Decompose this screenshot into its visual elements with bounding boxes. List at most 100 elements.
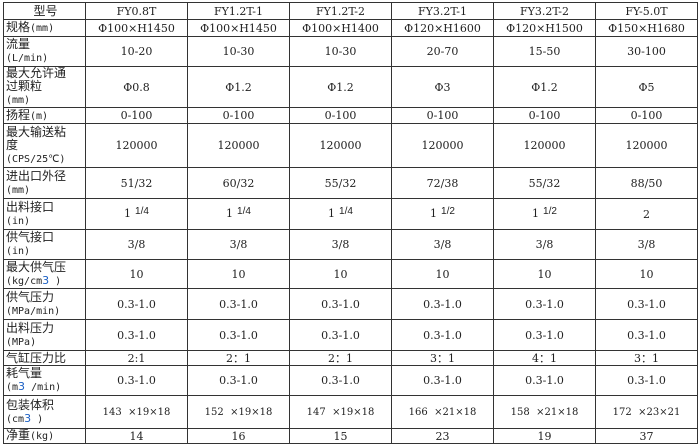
value-text: 60/32 <box>222 176 255 190</box>
value-text: 0.3-1.0 <box>627 328 666 342</box>
value-cell: Φ100×H1400 <box>289 19 392 37</box>
row-label: 出料压力 (MPa) <box>3 319 86 351</box>
value-text: 10 <box>333 267 348 281</box>
table-row: 出料接口 (in) 1 1/4 1 1/4 1 1/4 1 1/2 1 1/2 2 <box>3 198 698 230</box>
value-cell: Φ120×H1600 <box>391 19 494 37</box>
value-fraction: 1/2 <box>441 206 455 217</box>
row-label: 进出口外径 (mm) <box>3 167 86 199</box>
row-unit: (MPa) <box>6 336 37 348</box>
row-unit: (MPa/min) <box>6 305 61 317</box>
value-cell: 0.3-1.0 <box>85 365 188 396</box>
value-cell: 10 <box>187 259 290 289</box>
row-label-text: 供气接口 <box>6 230 55 244</box>
value-text: 0-100 <box>630 109 663 122</box>
value-text: 88/50 <box>630 176 663 190</box>
value-text: 0.3-1.0 <box>219 374 258 387</box>
value-text: 72/38 <box>426 176 459 190</box>
value-fraction: 1/4 <box>135 206 149 217</box>
value-text: Φ5 <box>638 80 655 94</box>
value-text: 0.3-1.0 <box>117 328 156 342</box>
row-label: 供气接口 (in) <box>3 229 86 260</box>
value-text: 20-70 <box>426 45 459 58</box>
value-text: 120000 <box>625 139 668 152</box>
table-row: 耗气量 (m3 /min) 0.3-1.0 0.3-1.0 0.3-1.0 0.3-1.0… <box>3 365 698 396</box>
value-cell: 60/32 <box>187 167 290 199</box>
row-label-text: 进出口外径 <box>6 168 67 183</box>
value-text: 2:1 <box>127 351 146 365</box>
table-row: 净重(kg) 14 16 15 23 19 37 <box>3 428 698 444</box>
value-cell: 0.3-1.0 <box>391 319 494 351</box>
value-whole: 1 <box>430 207 438 220</box>
value-cell: 120000 <box>493 123 596 168</box>
value-text: 10 <box>231 267 246 281</box>
row-label-text: 扬程 <box>6 107 31 122</box>
value-text: 120000 <box>523 139 566 152</box>
row-label: 最大输送粘度 (CPS/25℃) <box>3 123 86 168</box>
value-cell: 120000 <box>595 123 698 168</box>
value-cell: 0.3-1.0 <box>493 288 596 320</box>
value-cell: 0.3-1.0 <box>289 288 392 320</box>
row-label-text: 净重 <box>6 428 31 442</box>
row-unit: (in) <box>6 246 31 257</box>
table-row: 进出口外径 (mm) 51/32 60/32 55/32 72/38 55/32 88/50 <box>3 167 698 199</box>
value-text: 15 <box>333 429 348 443</box>
value-text: 10 <box>435 267 450 281</box>
value-text: Φ120×H1600 <box>404 21 481 35</box>
value-cell: 20-70 <box>391 36 494 67</box>
value-cell: 15-50 <box>493 36 596 67</box>
value-text: 2：1 <box>328 351 353 365</box>
header-row: 型号 FY0.8T FY1.2T-1 FY1.2T-2 FY3.2T-1 FY3.2T-2… <box>3 2 698 20</box>
value-text: 0.3-1.0 <box>219 328 258 342</box>
value-cell: 10 <box>85 259 188 289</box>
value-cell: 0.3-1.0 <box>595 365 698 396</box>
row-unit-end: ) <box>31 413 44 425</box>
value-text: 3/8 <box>535 238 554 251</box>
value-cell: 143 ×19×18 <box>85 395 188 429</box>
value-text: 3/8 <box>331 238 350 251</box>
value-cell: 2 <box>595 198 698 230</box>
row-unit: (in) <box>6 215 31 227</box>
value-cell: 10 <box>493 259 596 289</box>
value-text: 30-100 <box>627 45 666 58</box>
value-cell: 2:1 <box>85 350 188 366</box>
value-text: Φ150×H1680 <box>608 21 685 35</box>
value-text: 120000 <box>217 139 260 152</box>
value-cell: 1 1/4 <box>187 198 290 230</box>
value-text: 55/32 <box>324 176 357 190</box>
value-cell: 23 <box>391 428 494 444</box>
value-cell: 0-100 <box>391 107 494 124</box>
unit-superscript: 3 <box>42 273 50 287</box>
value-text: Φ1.2 <box>225 80 252 94</box>
value-text: 3：1 <box>430 351 455 365</box>
value-cell: 0.3-1.0 <box>595 319 698 351</box>
value-cell: 3：1 <box>595 350 698 366</box>
row-label: 最大供气压 (kg/cm3 ) <box>3 259 86 289</box>
spec-table: 型号 FY0.8T FY1.2T-1 FY1.2T-2 FY3.2T-1 FY3.2T-2… <box>3 2 698 444</box>
model-name: FY1.2T-1 <box>187 2 290 20</box>
value-text: 143 ×19×18 <box>102 407 171 418</box>
value-cell: 10 <box>289 259 392 289</box>
value-cell: Φ100×H1450 <box>85 19 188 37</box>
value-cell: 0.3-1.0 <box>391 288 494 320</box>
value-text: 37 <box>639 429 654 443</box>
value-cell: 158 ×21×18 <box>493 395 596 429</box>
value-cell: 4：1 <box>493 350 596 366</box>
value-text: 120000 <box>319 139 362 152</box>
row-label: 气缸压力比 <box>3 350 86 366</box>
value-text: 120000 <box>421 139 464 152</box>
value-cell: 1 1/4 <box>85 198 188 230</box>
value-cell: 51/32 <box>85 167 188 199</box>
row-label: 流量 (L/min) <box>3 36 86 67</box>
value-text: Φ1.2 <box>327 80 354 94</box>
value-cell: 2：1 <box>289 350 392 366</box>
value-text: Φ120×H1500 <box>506 21 583 35</box>
value-cell: 15 <box>289 428 392 444</box>
value-cell: 152 ×19×18 <box>187 395 290 429</box>
row-unit: (mm) <box>30 23 55 34</box>
value-cell: 3：1 <box>391 350 494 366</box>
header-label: 型号 <box>3 2 86 20</box>
value-whole: 1 <box>226 207 234 220</box>
value-text: 3：1 <box>634 351 659 365</box>
value-cell: Φ3 <box>391 66 494 108</box>
value-text: 15-50 <box>528 45 561 58</box>
